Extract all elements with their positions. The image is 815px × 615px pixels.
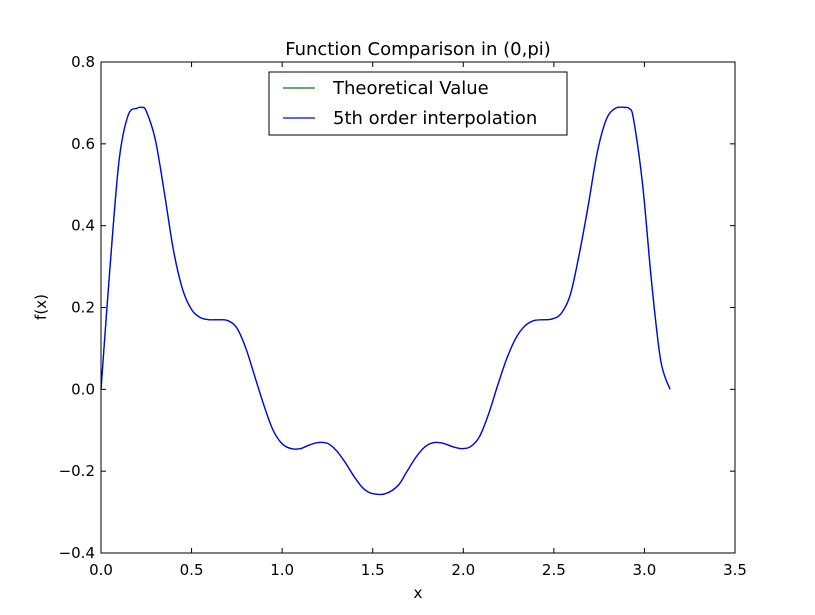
x-tick-label: 2.0 (451, 561, 475, 579)
x-tick-label: 0.5 (180, 561, 204, 579)
x-tick-label: 1.0 (270, 561, 294, 579)
legend-label-theoretical: Theoretical Value (332, 78, 489, 99)
x-axis-label: x (414, 584, 423, 602)
x-tick-label: 1.5 (361, 561, 385, 579)
y-tick-label: −0.2 (59, 462, 95, 480)
ticks-layer: 0.0 0.5 1.0 1.5 2.0 2.5 3.0 3.5 −0.4 −0.2 0.0 0.2 0.… (59, 53, 747, 579)
x-tick-label: 3.0 (632, 561, 656, 579)
series-layer (100, 106, 671, 496)
x-tick-label: 0.0 (89, 561, 113, 579)
y-tick-label: 0.0 (71, 380, 95, 398)
x-tick-label: 3.5 (723, 561, 747, 579)
x-tick-label: 2.5 (542, 561, 566, 579)
y-axis-label: f(x) (32, 294, 50, 320)
chart-title: Function Comparison in (0,pi) (285, 39, 551, 60)
legend: Theoretical Value 5th order interpolatio… (268, 71, 568, 136)
legend-frame (268, 71, 568, 136)
legend-label-interpolation: 5th order interpolation (333, 108, 537, 129)
y-tick-label: 0.8 (71, 53, 95, 71)
y-tick-label: 0.4 (71, 217, 95, 235)
y-tick-label: −0.4 (59, 544, 95, 562)
y-tick-label: 0.6 (71, 135, 95, 153)
series-interpolation-line (100, 106, 671, 496)
y-tick-label: 0.2 (71, 299, 95, 317)
